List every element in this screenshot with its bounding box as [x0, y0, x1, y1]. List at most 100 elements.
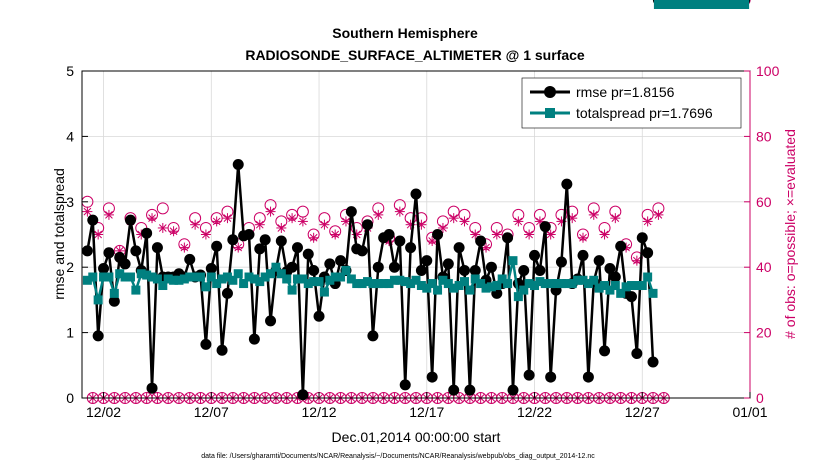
- totalspread-point: [546, 279, 556, 289]
- totalspread-point: [222, 272, 232, 282]
- totalspread-point: [524, 279, 534, 289]
- rmse-point: [405, 242, 417, 254]
- rmse-point: [469, 264, 481, 276]
- totalspread-point: [476, 279, 486, 289]
- evaluated-obs-point: [297, 216, 308, 227]
- totalspread-point: [416, 281, 426, 291]
- totalspread-point: [336, 272, 346, 282]
- asterisk-stroke: [234, 243, 243, 252]
- asterisk-stroke: [492, 230, 501, 239]
- chart-marks: [81, 0, 751, 404]
- totalspread-point: [163, 274, 173, 284]
- rmse-point: [485, 261, 497, 273]
- totalspread-point: [686, 0, 696, 9]
- y-right-tick-label: 100: [756, 63, 780, 79]
- totalspread-point: [228, 275, 238, 285]
- y-left-tick-label: 5: [66, 63, 74, 79]
- rmse-point: [523, 369, 535, 381]
- rmse-point: [254, 243, 266, 255]
- rmse-point: [313, 310, 325, 322]
- evaluated-obs-point: [190, 219, 201, 230]
- x-tick-label: 12/07: [194, 404, 229, 420]
- rmse-point: [275, 235, 287, 247]
- totalspread-point: [707, 0, 717, 9]
- totalspread-point: [152, 274, 162, 284]
- rmse-point: [609, 271, 621, 283]
- evaluated-obs-point: [394, 206, 405, 217]
- totalspread-point: [271, 262, 281, 272]
- rmse-point: [119, 258, 131, 270]
- rmse-point: [647, 356, 659, 368]
- rmse-point: [205, 263, 217, 275]
- totalspread-point: [594, 283, 604, 293]
- rmse-point: [604, 263, 616, 275]
- rmse-point: [243, 229, 255, 240]
- rmse-point: [615, 240, 627, 252]
- asterisk-stroke: [158, 224, 167, 232]
- totalspread-point: [637, 281, 647, 291]
- totalspread-point: [470, 274, 480, 284]
- legend-totalspread-marker: [545, 108, 555, 118]
- rmse-point: [388, 261, 400, 273]
- evaluated-obs-point: [168, 226, 179, 237]
- rmse-point: [345, 206, 357, 218]
- evaluated-obs-point: [330, 229, 341, 240]
- totalspread-point: [276, 269, 286, 279]
- asterisk-stroke: [514, 217, 523, 226]
- asterisk-stroke: [374, 211, 383, 219]
- rmse-point: [200, 338, 212, 350]
- asterisk-stroke: [299, 217, 307, 226]
- evaluated-obs-point: [491, 229, 502, 240]
- rmse-point: [529, 249, 541, 261]
- totalspread-point: [217, 274, 227, 284]
- totalspread-point: [556, 279, 566, 289]
- totalspread-point: [626, 281, 636, 291]
- rmse-point: [555, 256, 567, 268]
- evaluated-obs-point: [254, 219, 265, 230]
- asterisk-stroke: [633, 256, 641, 265]
- legend: rmse pr=1.8156 totalspread pr=1.7696: [521, 77, 742, 129]
- totalspread-point: [330, 272, 340, 282]
- totalspread-point: [433, 285, 443, 295]
- totalspread-point: [190, 272, 200, 282]
- totalspread-point: [621, 282, 631, 292]
- x-tick-label: 12/27: [625, 404, 660, 420]
- y-right-tick-label: 40: [756, 259, 772, 275]
- y-left-tick-label: 0: [66, 390, 74, 406]
- totalspread-point: [325, 275, 335, 285]
- rmse-point: [259, 234, 271, 246]
- rmse-point: [545, 371, 557, 383]
- totalspread-point: [513, 292, 523, 302]
- rmse-point: [642, 247, 654, 259]
- totalspread-point: [492, 281, 502, 291]
- totalspread-point: [136, 269, 146, 279]
- chart-subtitle: RADIOSONDE_SURFACE_ALTIMETER @ 1 surface: [245, 47, 585, 63]
- asterisk-stroke: [309, 233, 318, 242]
- totalspread-point: [664, 0, 674, 9]
- asterisk-stroke: [288, 214, 296, 223]
- totalspread-point: [357, 279, 367, 289]
- rmse-point: [286, 261, 298, 273]
- rmse-point: [291, 242, 303, 254]
- totalspread-point: [201, 282, 211, 292]
- x-tick-label: 12/02: [86, 404, 121, 420]
- axes: 0 1 2 3 4 5 0 20 40 60 80 100 12/02 12/07 12/12 12/17 12…: [66, 63, 779, 420]
- totalspread-point: [346, 274, 356, 284]
- asterisk-stroke: [460, 217, 469, 226]
- totalspread-point: [583, 279, 593, 289]
- y-right-tick-label: 0: [756, 390, 764, 406]
- totalspread-point: [174, 275, 184, 285]
- y-left-tick-label: 2: [66, 259, 74, 275]
- rmse-point: [308, 264, 320, 276]
- totalspread-point: [422, 283, 432, 293]
- totalspread-point: [713, 0, 723, 9]
- asterisk-stroke: [342, 217, 350, 226]
- totalspread-point: [459, 277, 469, 287]
- evaluated-obs-point: [233, 242, 244, 253]
- chart-title: Southern Hemisphere: [332, 25, 478, 41]
- rmse-point: [124, 214, 136, 226]
- totalspread-point: [535, 277, 545, 287]
- totalspread-point: [319, 287, 329, 297]
- totalspread-point: [255, 277, 265, 287]
- totalspread-point: [740, 0, 750, 9]
